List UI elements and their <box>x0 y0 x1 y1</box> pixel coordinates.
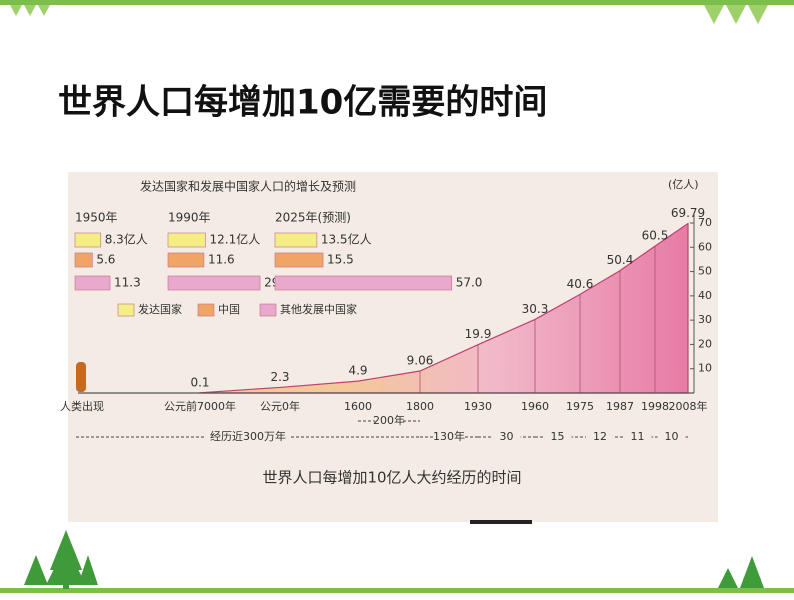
interval-bg <box>435 430 463 444</box>
value-label: 9.06 <box>407 353 434 367</box>
x-tick-label: 1975 <box>566 400 594 413</box>
bar <box>74 232 102 248</box>
value-label: 30.3 <box>522 302 549 316</box>
bar <box>167 275 261 291</box>
y-unit: (亿人) <box>668 178 699 191</box>
bar <box>274 252 324 268</box>
value-label: 11.6 <box>208 253 235 267</box>
legend-label: 发达国家 <box>138 302 182 316</box>
y-tick-label: 50 <box>698 265 712 278</box>
bar <box>74 252 93 268</box>
figure: 发达国家和发展中国家人口的增长及预测 1950年 8.3亿人 5.6 11.3 1990年… <box>60 178 712 487</box>
value-label: 40.6 <box>567 277 594 291</box>
inset-title: 发达国家和发展中国家人口的增长及预测 <box>140 179 356 194</box>
interval-bg <box>623 430 652 444</box>
interval-label: 15 <box>551 430 565 443</box>
x-tick-label: 公元前7000年 <box>164 399 236 413</box>
value-label: 5.6 <box>96 253 115 267</box>
x-tick-label: 1998 <box>641 400 669 413</box>
interval-label: 30 <box>500 430 514 443</box>
value-label: 11.3 <box>114 276 141 290</box>
interval-label: 130年 <box>433 429 465 443</box>
x-tick-label: 2008年 <box>669 399 708 413</box>
interval-bg <box>586 430 614 444</box>
group-label: 1950年 <box>75 211 118 225</box>
x-tick-label: 人类出现 <box>60 399 104 413</box>
value-label: 50.4 <box>607 253 634 267</box>
legend-swatch <box>197 303 215 317</box>
bar <box>167 232 206 248</box>
interval-bg <box>375 414 403 428</box>
bar <box>74 275 111 291</box>
y-tick-label: 40 <box>698 289 712 302</box>
x-tick-label: 公元0年 <box>260 399 300 413</box>
value-label: 0.1 <box>190 375 209 389</box>
x-tick-label: 1930 <box>464 400 492 413</box>
origin-figure <box>76 362 86 392</box>
y-tick-label: 60 <box>698 240 712 253</box>
interval-label: 经历近300万年 <box>210 429 286 443</box>
interval-label: 200年 <box>373 413 405 427</box>
interval-label: 11 <box>631 430 645 443</box>
interval-bg <box>206 430 290 444</box>
y-tick-label: 70 <box>698 216 712 229</box>
value-label: 13.5亿人 <box>321 232 372 247</box>
value-label: 69.79 <box>671 206 705 220</box>
bottom-band <box>0 588 794 593</box>
trees <box>24 530 764 589</box>
legend-swatch <box>259 303 277 317</box>
bar <box>274 232 318 248</box>
value-label: 4.9 <box>348 364 367 378</box>
y-tick-label: 20 <box>698 337 712 350</box>
bar <box>167 252 205 268</box>
bar <box>274 275 452 291</box>
interval-bg <box>492 430 521 444</box>
value-label: 60.5 <box>642 229 669 243</box>
group-label: 1990年 <box>168 211 211 225</box>
legend-label: 其他发展中国家 <box>280 302 357 316</box>
x-tick-label: 1960 <box>521 400 549 413</box>
x-tick-label: 1800 <box>406 400 434 413</box>
y-tick-label: 30 <box>698 313 712 326</box>
group-label: 2025年(预测) <box>275 211 351 225</box>
value-label: 19.9 <box>465 327 492 341</box>
y-tick-label: 10 <box>698 362 712 375</box>
value-label: 12.1亿人 <box>210 232 261 247</box>
slide-title: 世界人口每增加10亿需要的时间 <box>58 83 547 123</box>
x-tick-label: 1987 <box>606 400 634 413</box>
top-triangles <box>10 5 768 24</box>
figure-mark <box>470 520 532 524</box>
interval-label: 10 <box>665 430 679 443</box>
top-band <box>0 0 794 5</box>
value-label: 2.3 <box>270 370 289 384</box>
value-label: 57.0 <box>456 276 483 290</box>
caption: 世界人口每增加10亿人大约经历的时间 <box>262 469 521 487</box>
legend-label: 中国 <box>218 303 240 316</box>
value-label: 8.3亿人 <box>105 232 148 247</box>
legend-swatch <box>117 303 135 317</box>
value-label: 15.5 <box>327 253 354 267</box>
interval-label: 12 <box>593 430 607 443</box>
x-tick-label: 1600 <box>344 400 372 413</box>
interval-bg <box>543 430 572 444</box>
interval-bg <box>657 430 686 444</box>
